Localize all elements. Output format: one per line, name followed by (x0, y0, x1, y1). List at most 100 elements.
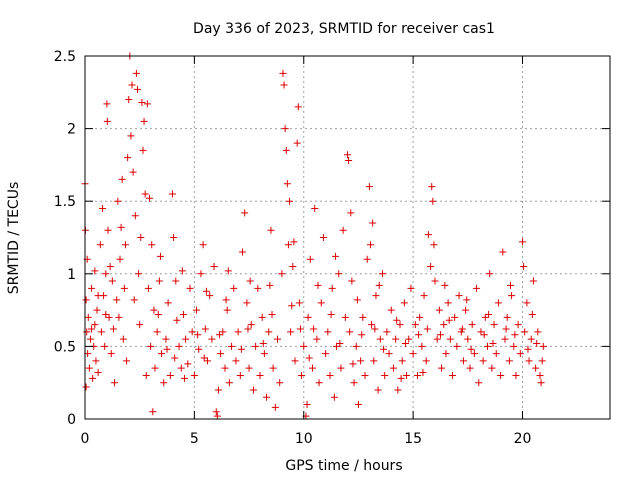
data-point (397, 374, 405, 382)
chart-title: Day 336 of 2023, SRMTID for receiver cas… (193, 21, 495, 37)
data-point (370, 357, 378, 365)
data-point (294, 103, 302, 111)
data-point (284, 241, 292, 249)
data-point (101, 342, 109, 350)
data-point (249, 386, 257, 394)
data-point (368, 321, 376, 329)
y-axis-label: SRMTID / TECUs (6, 182, 22, 295)
data-point (327, 310, 335, 318)
data-point (438, 364, 446, 372)
data-point (516, 350, 524, 358)
data-point (127, 132, 135, 140)
data-point (409, 350, 417, 358)
data-point (291, 357, 299, 365)
data-point (358, 331, 366, 339)
data-point (315, 379, 323, 387)
data-point (497, 371, 505, 379)
data-point (158, 350, 166, 358)
data-point (156, 252, 164, 260)
data-point (245, 364, 253, 372)
data-point (453, 342, 461, 350)
data-point (190, 371, 198, 379)
data-point (480, 331, 488, 339)
data-point (286, 197, 294, 205)
x-axis-label: GPS time / hours (285, 458, 402, 474)
data-point (490, 321, 498, 329)
axis-ticks: 0 0.5 1 1.5 2 2.5 0 5 10 15 20 (54, 49, 610, 447)
data-point (117, 223, 125, 231)
data-point (389, 364, 397, 372)
data-point (539, 342, 547, 350)
data-point (346, 328, 354, 336)
data-point (328, 284, 336, 292)
data-point (164, 299, 172, 307)
data-point (486, 270, 494, 278)
data-point (341, 313, 349, 321)
data-point (141, 190, 149, 198)
data-point (129, 168, 137, 176)
data-point (237, 345, 245, 353)
data-point (330, 393, 338, 401)
data-point (304, 313, 312, 321)
data-point (407, 284, 415, 292)
data-point (222, 296, 230, 304)
data-point (331, 252, 339, 260)
data-point (411, 321, 419, 329)
data-point (337, 364, 345, 372)
data-point (306, 255, 314, 263)
data-point (310, 325, 318, 333)
data-point (510, 342, 518, 350)
data-point (347, 209, 355, 217)
data-point (281, 125, 289, 133)
data-point (239, 248, 246, 256)
data-point (314, 281, 322, 289)
data-point (336, 339, 344, 347)
data-point (433, 335, 441, 343)
data-point (105, 313, 113, 321)
data-point (128, 81, 136, 89)
data-point (104, 226, 112, 234)
data-point (424, 231, 432, 239)
data-point (419, 369, 427, 377)
data-point (234, 328, 242, 336)
data-point (458, 325, 466, 333)
data-point (228, 342, 236, 350)
data-point (335, 270, 343, 278)
data-point (353, 296, 361, 304)
data-point (243, 299, 251, 307)
data-point (118, 175, 126, 183)
data-point (361, 371, 369, 379)
data-point (512, 371, 520, 379)
data-point (305, 354, 313, 362)
data-point (178, 267, 186, 275)
data-point (254, 284, 262, 292)
data-point (405, 335, 413, 343)
data-point (371, 325, 379, 333)
data-point (140, 117, 148, 125)
data-point (473, 284, 481, 292)
data-point (459, 357, 467, 365)
data-point (278, 270, 286, 278)
data-point (379, 270, 386, 278)
y-tick-label: 1 (67, 267, 76, 283)
data-point (398, 357, 406, 365)
data-point (216, 331, 224, 339)
data-point (506, 281, 514, 289)
data-point (91, 321, 99, 329)
data-point (148, 241, 156, 249)
data-point (200, 354, 208, 362)
data-point (114, 197, 122, 205)
data-point (282, 146, 290, 154)
data-point (538, 357, 546, 365)
y-tick-label: 0 (67, 412, 76, 428)
data-point (125, 96, 133, 104)
data-point (279, 69, 287, 77)
data-point (396, 321, 404, 329)
data-point (514, 321, 522, 329)
data-point (283, 180, 291, 188)
data-point (494, 299, 502, 307)
data-point (94, 292, 102, 300)
data-point (457, 328, 465, 336)
data-point (171, 354, 179, 362)
